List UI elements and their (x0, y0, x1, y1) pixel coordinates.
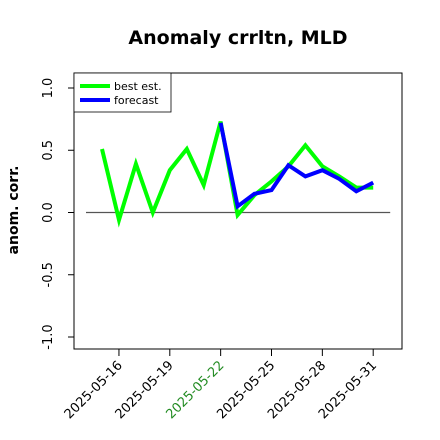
plot-frame (73, 72, 403, 350)
y-tick-label: -0.5 (41, 262, 56, 287)
legend-label-best-est: best est. (114, 80, 162, 93)
legend-label-forecast: forecast (114, 94, 159, 107)
y-tick-label: 0.5 (41, 140, 56, 161)
y-tick-label: 1.0 (41, 78, 56, 99)
series-line-best-est (100, 121, 374, 228)
legend: best est. forecast (73, 72, 172, 113)
y-axis-label: anom. corr. (6, 166, 22, 255)
legend-box (73, 72, 172, 113)
series-line-forecast (218, 122, 375, 210)
chart-title: Anomaly crrltn, MLD (128, 27, 347, 49)
y-tick-label: 0.0 (41, 202, 56, 223)
y-tick-label: -1.0 (41, 324, 56, 349)
